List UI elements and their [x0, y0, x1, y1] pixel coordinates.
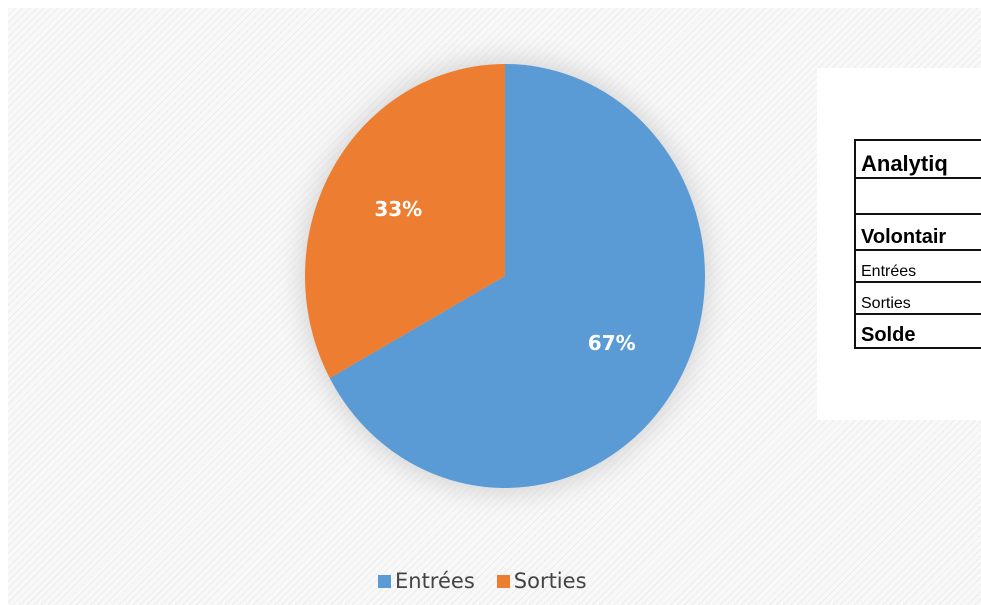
table-blank-cell — [854, 177, 981, 215]
pie-slice-entrees — [329, 64, 705, 488]
table-row-label-sorties: Sorties — [854, 281, 981, 315]
legend-item-entrees: Entrées — [378, 569, 475, 593]
data-label-sorties: 33% — [374, 197, 422, 221]
table-row-label-entrees: Entrées — [854, 249, 981, 283]
table-section-row: Volontair — [854, 213, 981, 251]
table-title: Analytiq — [854, 139, 981, 179]
legend: Entrées Sorties — [378, 566, 587, 596]
legend-label-sorties: Sorties — [513, 569, 587, 593]
analytics-table: Analytiq Volontair Entrées Sorties Solde — [854, 139, 981, 349]
table-total-row: Solde — [854, 313, 981, 349]
table-row: Entrées — [854, 249, 981, 283]
table-title-row: Analytiq — [854, 139, 981, 179]
legend-label-entrees: Entrées — [395, 569, 475, 593]
data-label-entrees: 67% — [588, 331, 636, 355]
table-section-label: Volontair — [854, 213, 981, 251]
pie-chart: 67% 33% — [300, 58, 710, 494]
table-row: Sorties — [854, 281, 981, 315]
analytics-table-card: Analytiq Volontair Entrées Sorties Solde — [817, 68, 981, 420]
legend-item-sorties: Sorties — [496, 569, 587, 593]
legend-swatch-entrees — [378, 574, 391, 588]
table-blank-row — [854, 177, 981, 215]
table-total-label: Solde — [854, 313, 981, 349]
pie-slice-sorties — [304, 63, 505, 379]
legend-swatch-sorties — [496, 574, 510, 588]
